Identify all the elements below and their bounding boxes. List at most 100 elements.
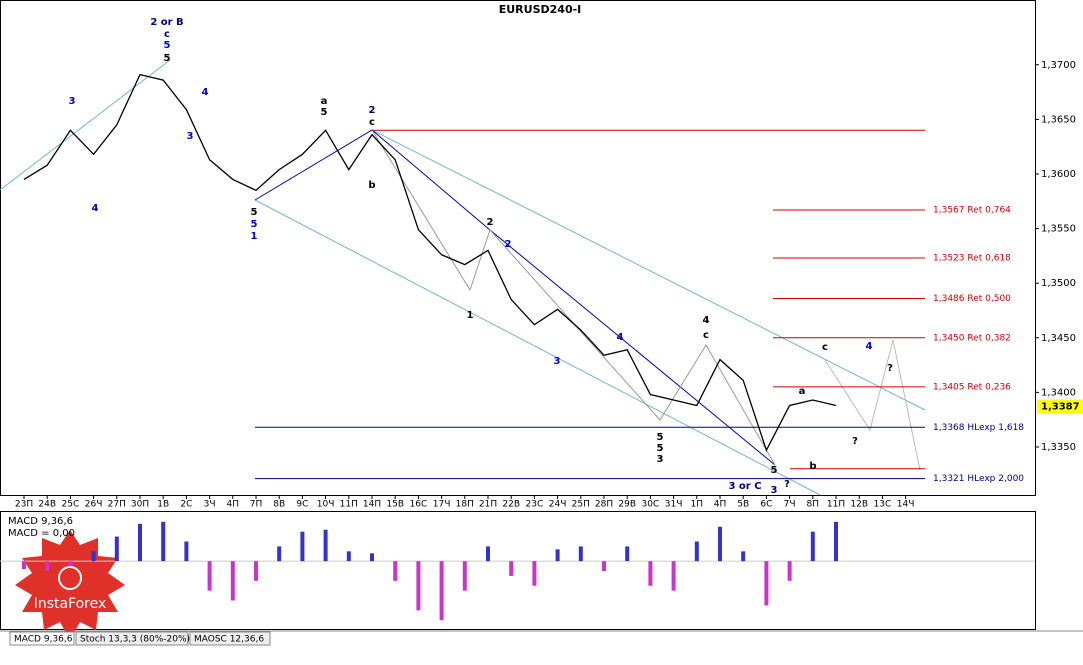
macd-bar [694,541,699,562]
x-tick-label: 10Ч [317,500,335,510]
x-tick-label: 16С [410,500,428,510]
x-tick-label: 7Ч [784,500,796,510]
trend-lines [0,59,926,496]
x-tick-label: 3Ч [204,500,216,510]
x-tick-label: 25С [62,500,80,510]
x-tick-label: 29В [618,500,636,510]
x-tick-label: 5В [737,500,749,510]
wave-label: 5 [321,107,328,118]
x-tick-label: 26Ч [85,500,103,510]
tab-label: Stoch 13,3,3 (80%-20%) [80,635,190,645]
last-price-box [1037,399,1083,414]
y-tick-label: 1,3650 [1041,114,1076,125]
macd-bar [393,561,398,581]
y-tick-label: 1,3350 [1041,442,1076,453]
wave-label: 5 [164,40,171,51]
macd-bar [532,561,537,586]
macd-bar [509,561,514,576]
x-tick-label: 11П [340,500,358,510]
tab[interactable] [9,631,75,646]
wave-label: 5 [657,432,664,443]
channel-line [371,129,926,411]
logo-text: InstaForex [34,596,107,612]
wave-label: 3 [657,454,664,465]
x-tick-label: 24В [38,500,56,510]
wave-label: 3 or C [728,481,761,492]
wave-label: 4 [202,87,209,98]
macd-bar [300,531,305,562]
tab[interactable] [189,631,271,646]
macd-bar [787,561,792,581]
macd-bar [462,561,467,591]
wave-label: b [368,180,375,191]
wave-label: ? [784,479,790,490]
x-tick-label: 14Ч [897,500,915,510]
y-tick-label: 1,3550 [1041,224,1076,235]
wave-label: b [809,461,816,472]
x-tick-label: 6С [760,500,772,510]
macd-bar [486,546,490,562]
wave-label: 2 [505,239,512,250]
macd-bar [184,541,189,562]
macd-bar [68,561,73,567]
level-label: 1,3368 HLexp 1,618 [933,423,1024,433]
macd-bar [834,521,838,562]
logo: InstaForex [15,530,125,640]
wave-label: 4 [617,332,624,343]
wave-label: 3 [771,485,778,496]
x-tick-label: 1П [691,500,704,510]
x-tick-label: 28П [595,500,613,510]
wave-label: 5 [657,443,664,454]
macd-bar [230,561,235,601]
macd-bar [416,561,421,611]
x-tick-label: 27П [108,500,126,510]
tab-label: MACD 9,36,6 [14,635,73,645]
macd-bar [161,521,166,562]
wave-label: 4 [866,341,873,352]
x-tick-label: 17Ч [433,500,451,510]
wave-label: c [164,29,170,40]
tab-label: MAOSC 12,36,6 [194,635,264,645]
wave-label: 1 [467,310,474,321]
level-label: 1,3405 Ret 0,236 [933,382,1011,392]
wave-label: 5 [164,53,171,64]
x-tick-label: 2С [180,500,192,510]
x-tick-label: 8В [273,500,285,510]
x-tick-label: 7П [250,500,263,510]
macd-bar [114,536,119,562]
level-label: 1,3567 Ret 0,764 [933,206,1011,216]
macd-title: MACD 9,36,6 [8,516,73,527]
x-tick-label: 23С [526,500,544,510]
wave-label: ? [887,363,893,374]
macd-bar [602,561,606,571]
wave-line [254,129,776,466]
macd-bar [741,551,746,562]
wave-label: a [799,386,806,397]
wave-label: c [703,330,709,341]
macd-bar [764,561,769,606]
y-tick-label: 1,3500 [1041,278,1076,289]
x-tick-label: 1В [157,500,169,510]
macd-bar [45,561,50,571]
y-tick-label: 1,3450 [1041,333,1076,344]
plot-frame [0,0,1036,496]
wave-label: 3 [554,356,561,367]
x-tick-label: 13С [874,500,892,510]
x-tick-label: 4П [227,500,240,510]
macd-bar [555,549,560,562]
macd-bar [22,561,26,570]
wave-label: 1 [251,231,258,242]
x-tick-label: 21П [479,500,497,510]
y-tick-label: 1,3700 [1041,60,1076,71]
tab[interactable] [75,631,189,646]
wave-label: c [822,342,828,353]
logo-badge [15,530,125,640]
x-tick-label: 11П [827,500,845,510]
logo-icon [58,566,82,590]
chart-title: EURUSD240-I [499,3,582,16]
level-label: 1,3450 Ret 0,382 [933,333,1011,343]
macd-bar [671,561,676,591]
macd-bar [648,561,653,586]
